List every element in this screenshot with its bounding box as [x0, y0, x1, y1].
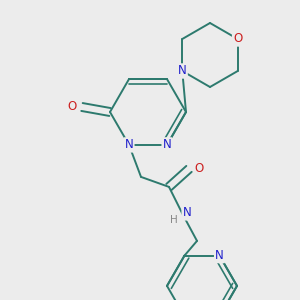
Text: N: N [183, 206, 191, 219]
Text: N: N [178, 64, 187, 77]
Text: O: O [194, 162, 204, 176]
Text: O: O [233, 32, 242, 46]
Text: N: N [124, 138, 134, 152]
Text: N: N [215, 249, 224, 262]
Text: O: O [68, 100, 76, 113]
Text: N: N [163, 138, 171, 152]
Text: H: H [170, 215, 178, 225]
